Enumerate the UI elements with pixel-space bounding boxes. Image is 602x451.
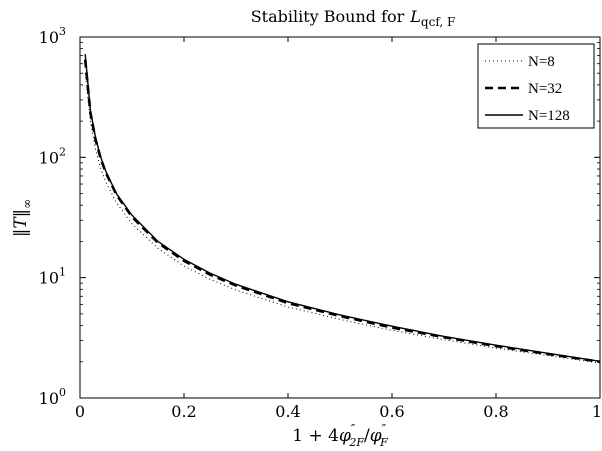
chart-title-prefix: Stability Bound for — [251, 7, 405, 26]
chart-title-symbol: L — [409, 7, 421, 26]
axis-tick-labels: 0 0.2 0.4 0.6 0.8 1 100 101 102 103 — [39, 25, 602, 421]
legend-box — [477, 43, 595, 129]
x-axis-label-part-5: φ — [370, 426, 382, 446]
x-tick-label: 0.4 — [275, 402, 300, 421]
x-axis-label: 1 + 4φ″ 2F/φ″ F — [292, 422, 388, 449]
legend: N=8 N=32 N=128 — [477, 43, 595, 129]
y-tick-label: 102 — [39, 145, 66, 167]
legend-label-n128: N=128 — [528, 108, 570, 124]
x-axis-label-part-1: φ — [339, 426, 351, 446]
x-axis-label-part-3: 2F — [348, 436, 364, 449]
y-tick-label: 103 — [39, 25, 66, 47]
series-lines — [83, 54, 601, 364]
x-axis-label-part-2: ″ — [351, 422, 356, 436]
x-axis-label-part-6: ″ — [382, 422, 387, 436]
plot-frame — [79, 36, 601, 399]
x-axis-label-part-7: F — [379, 436, 388, 449]
legend-label-n8: N=8 — [528, 54, 555, 70]
y-tick-label: 100 — [39, 386, 66, 408]
chart-title: Stability Bound for Lqcf, F — [251, 7, 456, 29]
y-axis-label-part-2: ‖ — [11, 209, 31, 218]
x-tick-label: 1 — [592, 402, 602, 421]
x-tick-label: 0.8 — [483, 402, 508, 421]
x-tick-label: 0.2 — [171, 402, 196, 421]
y-axis-label-part-1: T — [11, 216, 31, 229]
legend-label-n32: N=32 — [528, 81, 562, 97]
x-axis-label-part-0: 1 + 4 — [292, 426, 339, 446]
y-axis-label-part-0: ‖ — [11, 229, 31, 238]
series-line-n128 — [84, 54, 601, 362]
x-axis-label-part-4: / — [364, 426, 370, 446]
y-tick-label: 101 — [39, 266, 66, 288]
series-line-n8 — [84, 73, 601, 364]
y-axis-label: ‖T‖∞ — [11, 199, 34, 237]
y-axis-label-part-3: ∞ — [20, 199, 34, 209]
chart-title-subscript: qcf, F — [421, 15, 455, 29]
x-tick-label: 0.6 — [379, 402, 404, 421]
x-tick-label: 0 — [75, 402, 85, 421]
